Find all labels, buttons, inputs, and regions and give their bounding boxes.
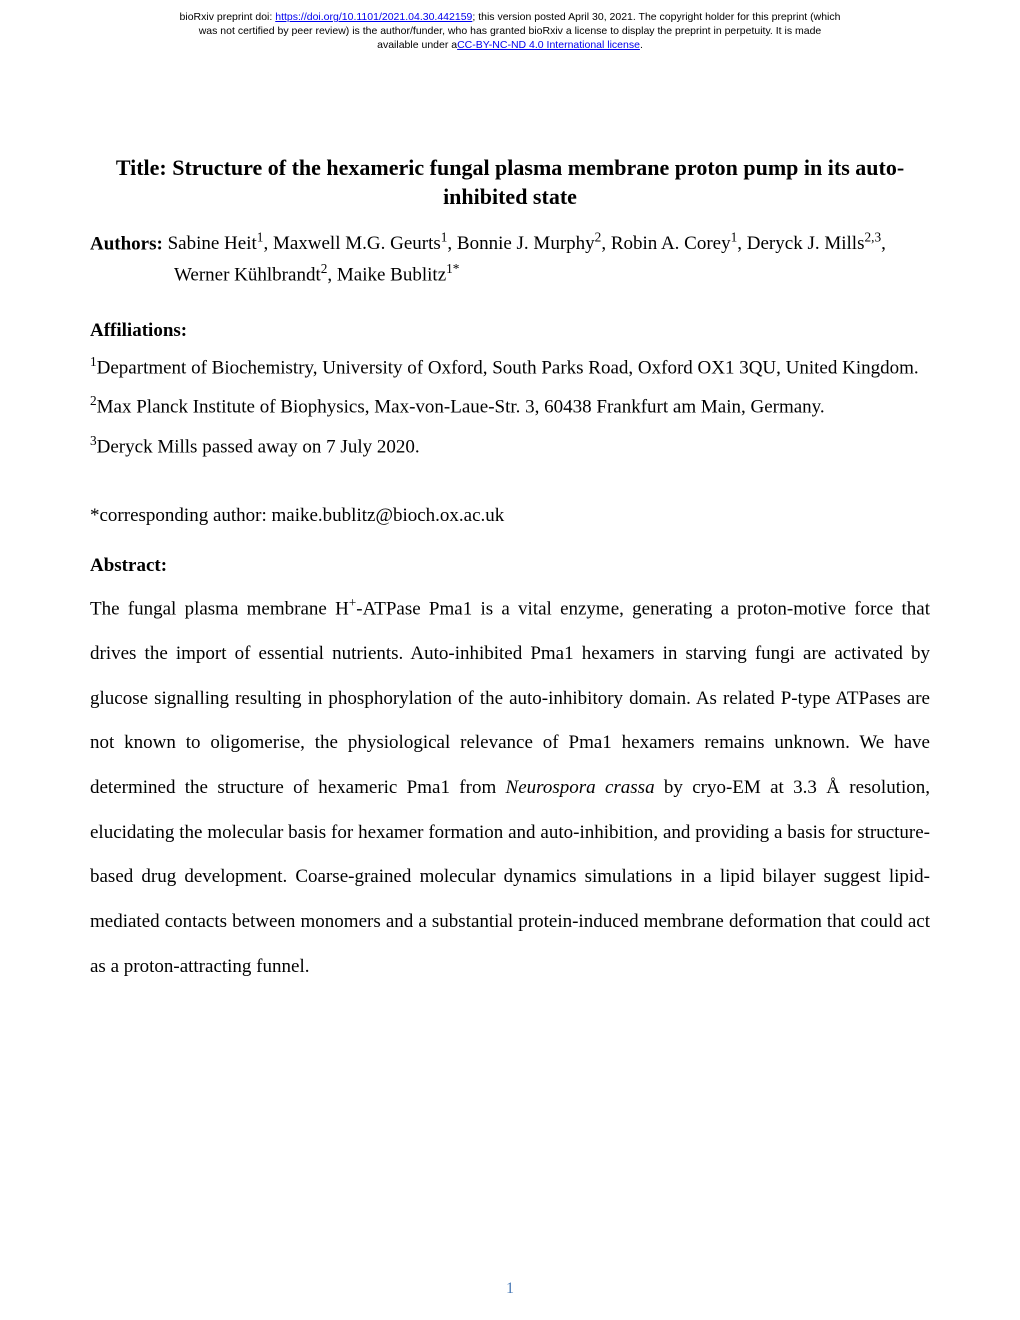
- preprint-header: bioRxiv preprint doi: https://doi.org/10…: [90, 0, 930, 93]
- affiliation-item: 2Max Planck Institute of Biophysics, Max…: [90, 391, 930, 421]
- affiliation-item: 3Deryck Mills passed away on 7 July 2020…: [90, 431, 930, 461]
- affiliations-heading: Affiliations:: [90, 320, 930, 342]
- authors-line1: Sabine Heit1, Maxwell M.G. Geurts1, Bonn…: [168, 233, 886, 254]
- authors-block: Authors: Sabine Heit1, Maxwell M.G. Geur…: [90, 228, 930, 290]
- authors-label: Authors:: [90, 233, 168, 254]
- preprint-line3-prefix: available under a: [377, 39, 457, 51]
- affiliation-item: 1Department of Biochemistry, University …: [90, 352, 930, 382]
- preprint-line1-prefix: bioRxiv preprint doi:: [180, 11, 276, 23]
- doi-link[interactable]: https://doi.org/10.1101/2021.04.30.44215…: [275, 11, 472, 23]
- paper-title: Title: Structure of the hexameric fungal…: [90, 153, 930, 212]
- license-link[interactable]: CC-BY-NC-ND 4.0 International license: [457, 39, 640, 51]
- preprint-line1-suffix: ; this version posted April 30, 2021. Th…: [472, 11, 840, 23]
- preprint-line2: was not certified by peer review) is the…: [199, 25, 822, 37]
- corresponding-author: *corresponding author: maike.bublitz@bio…: [90, 505, 930, 527]
- page-container: bioRxiv preprint doi: https://doi.org/10…: [0, 0, 1020, 1320]
- authors-line2: Werner Kühlbrandt2, Maike Bublitz1*: [90, 259, 930, 290]
- page-number: 1: [0, 1280, 1020, 1298]
- preprint-line3-suffix: .: [640, 39, 643, 51]
- abstract-body: The fungal plasma membrane H+-ATPase Pma…: [90, 587, 930, 989]
- abstract-heading: Abstract:: [90, 555, 930, 577]
